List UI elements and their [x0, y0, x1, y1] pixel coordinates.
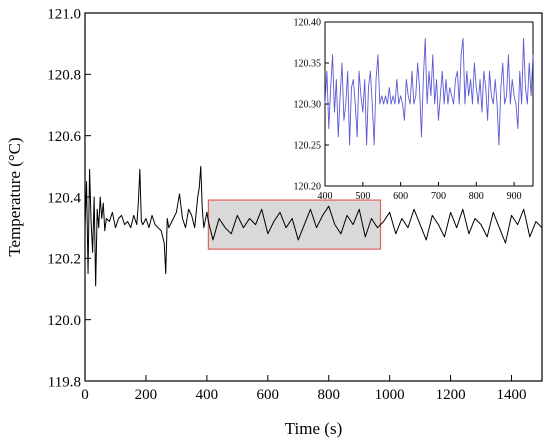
main-x-tick-label: 1200 [436, 387, 466, 403]
main-x-tick-label: 200 [135, 387, 158, 403]
inset-x-tick-label: 600 [393, 191, 408, 202]
main-chart: 119.8 120.0 120.2 120.4 120.6 120.8 121.0 0 200… [5, 6, 543, 438]
main-y-tick-label: 120.0 [47, 313, 81, 329]
highlight-region [207, 199, 382, 250]
main-x-tick-label: 400 [196, 387, 219, 403]
main-y-axis: 119.8 120.0 120.2 120.4 120.6 120.8 121.0 [47, 6, 91, 390]
main-series-line [84, 165, 543, 287]
main-x-axis: 0 200 400 600 800 1000 1200 1400 [81, 375, 527, 403]
inset-y-tick-label: 120.20 [294, 182, 322, 193]
main-y-tick-label: 121.0 [47, 6, 81, 22]
main-y-tick-label: 120.2 [47, 252, 81, 268]
main-x-tick-label: 1000 [375, 387, 405, 403]
inset-y-tick-label: 120.30 [294, 100, 322, 111]
y-axis-title: Temperature (°C) [5, 137, 24, 256]
inset-y-tick-label: 120.25 [294, 141, 322, 152]
inset-y-tick-label: 120.40 [294, 18, 322, 29]
inset-x-tick-label: 400 [318, 191, 333, 202]
main-x-tick-label: 800 [317, 387, 340, 403]
inset-plot-background [324, 21, 534, 187]
x-axis-title: Time (s) [285, 419, 342, 438]
inset-y-axis: 120.20 120.25 120.30 120.35 120.40 [294, 18, 329, 193]
inset-x-tick-label: 500 [355, 191, 370, 202]
main-y-tick-label: 119.8 [48, 374, 81, 390]
main-x-tick-label: 600 [257, 387, 280, 403]
inset-x-tick-label: 800 [469, 191, 484, 202]
inset-x-tick-label: 700 [431, 191, 446, 202]
main-x-tick-label: 0 [81, 387, 89, 403]
main-y-tick-label: 120.8 [47, 68, 81, 84]
inset-y-tick-label: 120.35 [294, 59, 322, 70]
main-x-tick-label: 1400 [497, 387, 527, 403]
inset-series-line [324, 37, 534, 146]
inset-x-axis: 400 500 600 700 800 900 [318, 182, 522, 202]
inset-x-tick-label: 900 [507, 191, 522, 202]
main-y-tick-label: 120.6 [47, 129, 81, 145]
main-y-tick-label: 120.4 [47, 190, 81, 206]
inset-chart: 120.20 120.25 120.30 120.35 120.40 400 500 600… [294, 18, 534, 202]
